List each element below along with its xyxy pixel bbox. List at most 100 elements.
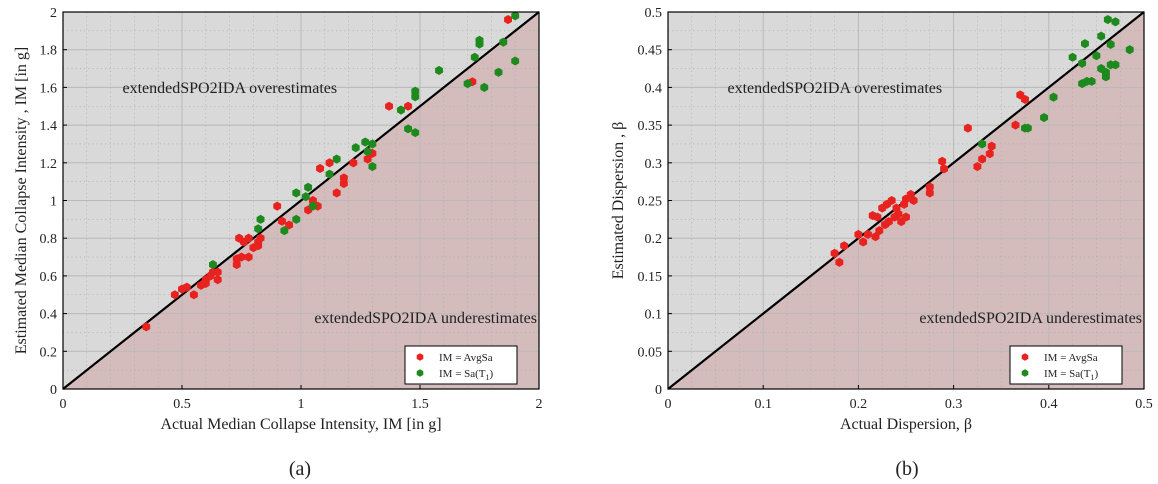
sat1-point [463, 79, 472, 89]
y-tick-label: 1.6 [40, 81, 58, 96]
sat1-point [361, 137, 370, 147]
legend-sat1-marker [1021, 369, 1029, 377]
sat1-point [480, 82, 489, 92]
avgsa-point [182, 282, 191, 292]
sat1-point [1092, 51, 1101, 61]
sat1-point [1087, 76, 1096, 86]
sat1-point [292, 214, 301, 224]
avgsa-point [894, 209, 903, 219]
avgsa-point [325, 158, 334, 168]
avgsa-point [170, 290, 179, 300]
y-tick-label: 0.35 [638, 119, 663, 134]
plot-frame [667, 11, 1145, 390]
y-tick-label: 1.8 [40, 44, 58, 59]
sat1-point [1097, 31, 1106, 41]
sat1-point [411, 86, 420, 96]
avgsa-point [213, 275, 222, 285]
sat1-point [404, 124, 413, 134]
y-tick-label: 0.1 [645, 308, 663, 323]
avgsa-point [987, 141, 996, 151]
underestimate-label: extendedSPO2IDA underestimates [919, 310, 1142, 327]
legend-sat1-label: IM = Sa(T1) [439, 368, 494, 382]
y-tick-label: 0.8 [40, 232, 58, 247]
caption-b: (b) [895, 458, 918, 480]
sat1-point [1106, 39, 1115, 49]
y-tick-label: 0.25 [638, 195, 663, 210]
legend-sat1-label: IM = Sa(T1) [1044, 368, 1099, 382]
x-tick-label: 0.2 [850, 397, 868, 412]
avgsa-point [963, 123, 972, 133]
sat1-point [292, 188, 301, 198]
x-tick-label: 1.5 [411, 397, 429, 412]
sat1-point [475, 35, 484, 45]
sat1-point [435, 65, 443, 75]
legend-sat1-prefix: IM = Sa(T [1044, 368, 1091, 380]
sat1-point [1081, 39, 1089, 49]
sat1-point [351, 143, 360, 153]
x-tick-label: 1 [298, 397, 305, 412]
sat1-point [1068, 52, 1077, 62]
avgsa-point [244, 233, 253, 243]
y-axis-label: Estimated Dispersion , β [610, 122, 627, 279]
legend-avgsa-label: IM = AvgSa [1044, 352, 1098, 364]
sat1-point [1078, 58, 1087, 68]
avgsa-point [332, 188, 341, 198]
avgsa-point [835, 257, 844, 267]
sat1-point [1125, 45, 1134, 55]
legend-avgsa-label: IM = AvgSa [439, 352, 493, 364]
sat1-point [411, 92, 420, 102]
sat1-point [1111, 60, 1120, 70]
sat1-point [511, 11, 520, 21]
sat1-point [494, 67, 503, 77]
legend-sat1-suffix: ) [490, 368, 494, 380]
avgsa-point [840, 241, 849, 251]
avgsa-point [863, 229, 872, 239]
avgsa-point [237, 252, 246, 262]
avgsa-point [875, 226, 884, 236]
y-tick-label: 0.4 [40, 308, 58, 323]
x-tick-label: 0 [60, 397, 67, 412]
avgsa-point [985, 149, 994, 159]
avgsa-point [1011, 120, 1020, 130]
avgsa-point [859, 237, 868, 247]
y-tick-label: 0.5 [645, 6, 663, 21]
sat1-point [256, 214, 265, 224]
avgsa-point [1021, 94, 1029, 105]
y-tick-label: 0.2 [645, 232, 663, 247]
avgsa-point [339, 178, 348, 189]
avgsa-point [909, 195, 918, 206]
legend-sat1-subscript: 1 [1091, 373, 1095, 382]
avgsa-point [254, 241, 263, 251]
avgsa-point [902, 212, 910, 222]
avgsa-point [201, 278, 210, 288]
x-tick-label: 0.5 [1135, 397, 1153, 412]
y-tick-label: 0.15 [638, 270, 663, 285]
y-tick-label: 0.3 [645, 157, 663, 172]
legend-sat1-prefix: IM = Sa(T [439, 368, 486, 380]
sat1-point [1111, 17, 1120, 27]
overestimate-label: extendedSPO2IDA overestimates [728, 80, 943, 97]
legend-box [404, 345, 518, 385]
sat1-point [499, 37, 508, 47]
legend: IM = AvgSa IM = Sa(T1) [404, 345, 518, 385]
sat1-point [1040, 113, 1048, 123]
sat1-point [511, 56, 520, 66]
underestimate-label: extendedSPO2IDA underestimates [314, 310, 537, 327]
legend-sat1-subscript: 1 [486, 373, 490, 382]
legend-avgsa-marker [416, 353, 424, 361]
avgsa-point [385, 101, 394, 111]
x-tick-label: 0.3 [945, 397, 963, 412]
reference-line-y-equals-x [62, 11, 540, 390]
avgsa-point [854, 229, 863, 239]
sat1-point [301, 192, 310, 202]
y-tick-label: 0.45 [638, 44, 663, 59]
y-tick-label: 2 [50, 6, 57, 21]
y-tick-label: 1 [50, 195, 57, 210]
avgsa-point [232, 260, 241, 270]
y-tick-label: 0.6 [40, 270, 58, 285]
sat1-point [254, 224, 263, 234]
sat1-point [1101, 72, 1110, 82]
x-tick-label: 0.1 [754, 397, 772, 412]
avgsa-point [256, 233, 265, 243]
